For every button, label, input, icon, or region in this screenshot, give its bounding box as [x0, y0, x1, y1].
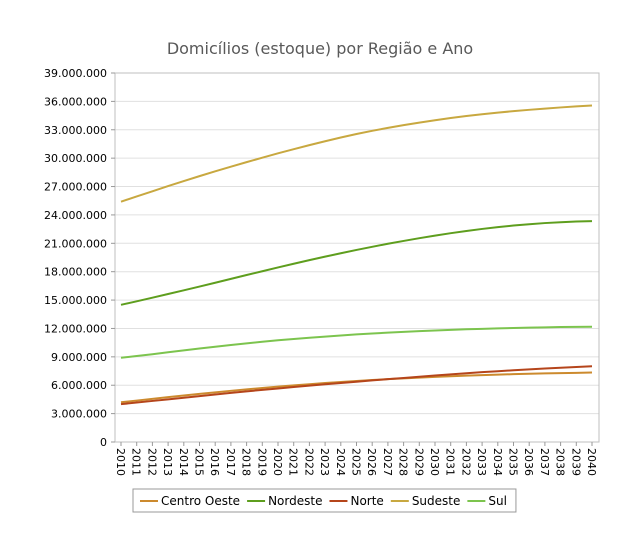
y-tick-label: 15.000.000 [44, 294, 107, 307]
x-tick-label: 2034 [491, 448, 504, 476]
x-tick-label: 2032 [459, 448, 472, 476]
x-tick-label: 2026 [365, 448, 378, 476]
x-tick-label: 2024 [334, 448, 347, 476]
x-tick-label: 2027 [381, 448, 394, 476]
y-tick-label: 24.000.000 [44, 209, 107, 222]
x-tick-label: 2013 [161, 448, 174, 476]
legend-label-centro-oeste: Centro Oeste [161, 494, 240, 508]
x-tick-label: 2010 [114, 448, 127, 476]
x-tick-label: 2014 [177, 448, 190, 476]
x-tick-label: 2017 [224, 448, 237, 476]
y-tick-label: 30.000.000 [44, 152, 107, 165]
series-lines [120, 104, 593, 406]
x-tick-label: 2016 [208, 448, 221, 476]
gridlines [115, 72, 599, 415]
x-tick-label: 2040 [585, 448, 598, 476]
x-tick-label: 2035 [507, 448, 520, 476]
y-tick-label: 39.000.000 [44, 67, 107, 80]
series-line-norte [120, 365, 593, 406]
y-tick-label: 0 [100, 436, 107, 449]
series-line-sul [120, 325, 593, 359]
x-tick-label: 2038 [554, 448, 567, 476]
x-tick-label: 2033 [475, 448, 488, 476]
x-axis-ticks: 2010 2011 2012 2013 2014 2015 2016 2017 2018 2019… [114, 442, 598, 476]
x-tick-label: 2021 [287, 448, 300, 476]
legend: Centro Oeste Nordeste Norte Sudeste Sul [132, 488, 517, 513]
chart-title: Domicílios (estoque) por Região e Ano [167, 39, 473, 58]
x-tick-label: 2023 [318, 448, 331, 476]
y-tick-label: 18.000.000 [44, 266, 107, 279]
legend-label-sudeste: Sudeste [412, 494, 461, 508]
y-tick-label: 21.000.000 [44, 237, 107, 250]
y-tick-label: 33.000.000 [44, 124, 107, 137]
legend-box [132, 488, 517, 513]
series-line-nordeste [120, 220, 593, 306]
y-tick-label: 3.000.000 [51, 408, 107, 421]
x-tick-label: 2039 [569, 448, 582, 476]
x-tick-label: 2028 [397, 448, 410, 476]
x-tick-label: 2015 [193, 448, 206, 476]
x-tick-label: 2037 [538, 448, 551, 476]
x-tick-label: 2019 [255, 448, 268, 476]
x-tick-label: 2025 [350, 448, 363, 476]
x-tick-label: 2011 [130, 448, 143, 476]
x-tick-label: 2018 [240, 448, 253, 476]
y-tick-label: 27.000.000 [44, 181, 107, 194]
series-line-sudeste [120, 104, 593, 203]
x-tick-label: 2029 [412, 448, 425, 476]
x-tick-label: 2031 [444, 448, 457, 476]
legend-label-sul: Sul [488, 494, 507, 508]
y-tick-label: 12.000.000 [44, 322, 107, 335]
legend-label-nordeste: Nordeste [268, 494, 322, 508]
y-axis-ticks: 0 3.000.000 6.000.000 9.000.000 12.000.000 15… [44, 67, 115, 449]
x-tick-label: 2036 [522, 448, 535, 476]
legend-label-norte: Norte [350, 494, 383, 508]
y-tick-label: 36.000.000 [44, 95, 107, 108]
plot-area-border [114, 72, 600, 443]
x-tick-label: 2020 [271, 448, 284, 476]
x-tick-label: 2022 [302, 448, 315, 476]
y-tick-label: 6.000.000 [51, 379, 107, 392]
x-tick-label: 2030 [428, 448, 441, 476]
x-tick-label: 2012 [145, 448, 158, 476]
y-tick-label: 9.000.000 [51, 351, 107, 364]
